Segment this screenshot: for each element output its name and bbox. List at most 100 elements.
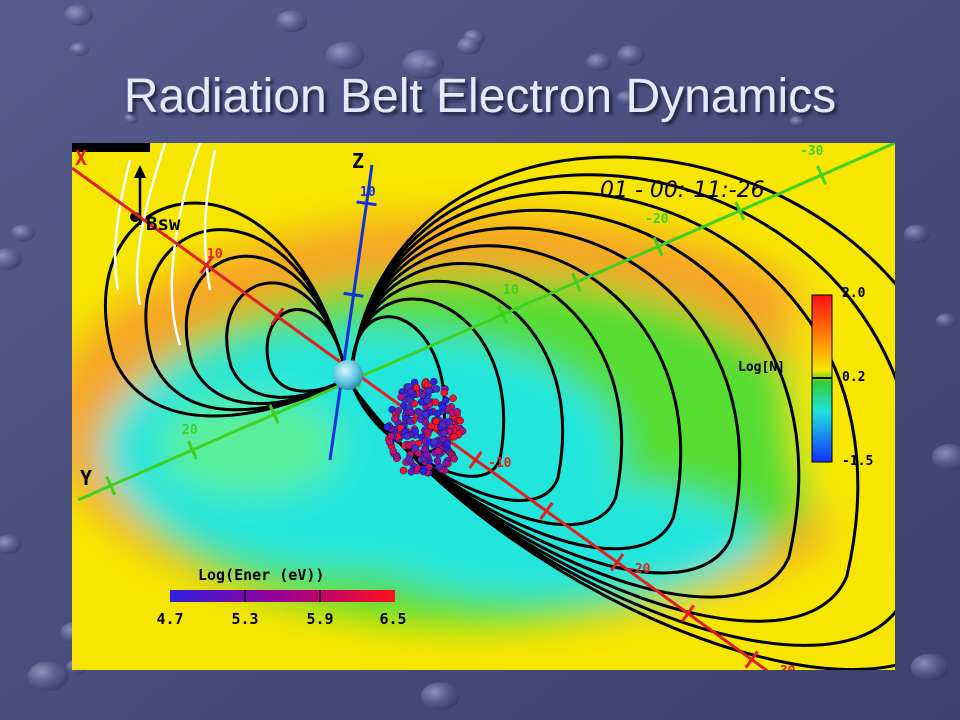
field-line [225,281,346,399]
x-axis-tick-label: 10 [207,247,223,262]
axis-tick [570,272,582,292]
electron [394,407,402,415]
electron [406,417,414,426]
electron [407,408,415,417]
field-line [350,244,683,551]
electron [453,407,461,416]
electron [439,403,447,412]
bead [616,90,637,106]
energy-tick-label: 6.5 [379,610,406,628]
electron [406,396,414,404]
z-axis-tick-label: 10 [360,185,376,200]
density-tick-label: 2.0 [842,286,866,301]
field-line [265,308,346,393]
field-lines [103,155,895,670]
y-label: Y [80,466,92,490]
simulation-figure: 01 - 00:-11:-26 X Y Z Bsw 10 -10 -20 -30… [72,143,895,679]
bead [325,41,365,70]
electron [449,394,457,402]
bead [420,682,460,711]
bead [69,42,90,57]
electron [418,391,427,399]
axis-tick [343,291,364,298]
electron [397,393,405,401]
electron [434,447,442,455]
density-field [72,215,895,625]
energy-tick-label: 5.3 [231,610,258,628]
axis-tick [268,404,280,425]
electron [430,377,438,386]
bead [586,53,612,72]
bead [903,224,931,244]
bead [935,313,957,329]
field-line [350,208,801,599]
timestamp: 01 - 00:-11:-26 [600,178,765,203]
electron [421,445,429,454]
x-axis-tick-label: -10 [488,456,512,471]
axis-tick [610,553,625,572]
field-line [350,173,895,647]
electron [439,420,447,429]
electron [411,427,420,436]
electron [432,385,441,393]
energy-tick-label: 5.9 [306,610,333,628]
electron [421,410,430,419]
axis-tick [468,450,483,469]
bead [276,10,308,33]
electron [411,444,419,452]
axis-tick [199,256,214,275]
bsw-label: Bsw [146,213,181,235]
x-axis-tick-label: -20 [627,562,651,577]
y-axis-tick-label: -20 [645,212,669,227]
y-axis-tick-label: -30 [800,144,824,159]
z-label: Z [352,149,364,173]
bead [931,444,960,471]
axis-tick [744,650,759,669]
axis-tick [539,502,554,521]
field-line [350,262,624,526]
x-label: X [75,146,87,170]
electron [450,433,458,441]
bead [27,661,69,691]
electron [391,415,399,423]
axis-tick [497,304,509,325]
bead [789,116,805,127]
electron [442,459,450,468]
field-line [350,155,895,670]
bead [402,49,445,80]
field-line [350,191,860,623]
axis-tick [356,200,377,207]
energy-colorbar-label: Log(Ener (eV)) [198,566,324,584]
field-line [350,226,742,575]
electron [405,455,413,463]
axis-tick [105,475,117,496]
density-tick-label: 0.2 [842,370,865,385]
electron [399,466,408,475]
electron [412,383,421,392]
electron [442,396,450,405]
slide-title: Radiation Belt Electron Dynamics [124,70,836,123]
axis-tick [652,236,664,257]
x-axis-tick-label: -30 [772,664,796,679]
electron [443,439,452,448]
electron [430,438,439,446]
axis-tick [187,440,198,460]
axis-tick [734,201,746,221]
axis-tick [270,307,285,326]
z-axis [328,164,374,461]
electron [425,386,433,395]
electron [440,389,448,397]
electron [427,422,436,430]
density-tick-label: -1.5 [842,454,873,469]
field-line [144,228,346,412]
electron [432,417,440,426]
energy-tick-label: 4.7 [156,610,183,628]
bead [456,37,481,55]
density-colorbar-label: Log[N] [738,360,785,375]
y-axis [77,143,895,502]
bead [0,535,22,555]
electron [389,447,397,455]
electron [440,429,448,437]
electron [383,423,392,431]
